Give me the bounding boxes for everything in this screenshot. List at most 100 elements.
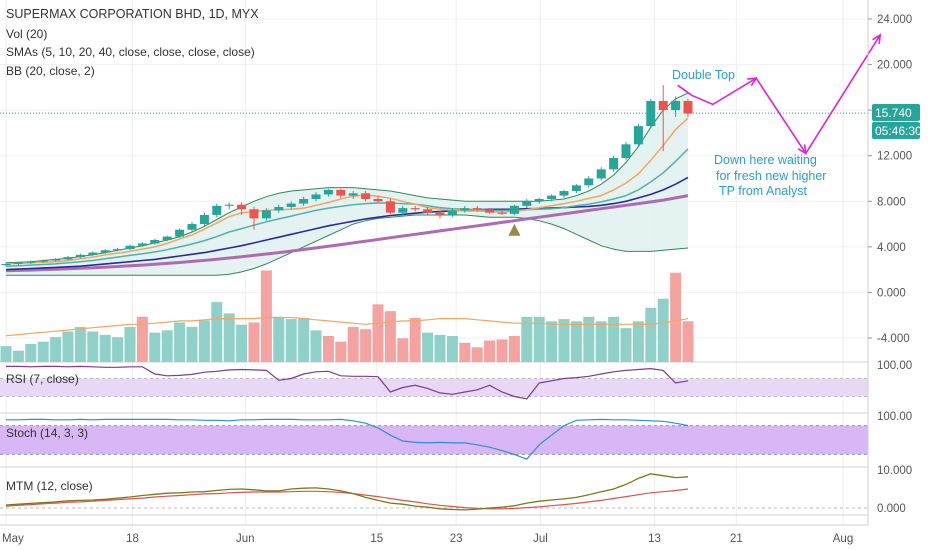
candle-body <box>323 189 333 195</box>
candle-body <box>237 204 247 210</box>
annotation-line-3: TP from Analyst <box>719 184 808 198</box>
volume-bar <box>657 298 669 362</box>
candle-body <box>509 205 519 214</box>
candle-body <box>51 259 61 261</box>
candle-body <box>100 250 110 253</box>
bb-legend: BB (20, close, 2) <box>6 64 95 78</box>
candle-body <box>596 169 606 179</box>
candle-body <box>113 249 123 251</box>
sma-line-sma10 <box>5 148 689 267</box>
volume-bar <box>211 302 223 362</box>
time-tick-label: 15 <box>370 533 383 545</box>
volume-bar <box>360 329 372 362</box>
volume-bar <box>0 346 12 362</box>
candle-body <box>646 101 656 127</box>
volume-bar <box>87 331 99 362</box>
volume-bar <box>620 328 632 362</box>
candle-body <box>311 194 321 200</box>
volume-bar <box>546 321 558 362</box>
sma-lines <box>5 117 689 273</box>
candle-body <box>63 257 73 260</box>
volume-bar <box>471 347 483 362</box>
volume-bar <box>484 340 496 362</box>
time-tick-label: 13 <box>648 533 661 545</box>
volume-bar <box>645 307 657 362</box>
candle-body <box>385 201 395 213</box>
candle-body <box>286 203 296 207</box>
double-top-label: Double Top <box>672 68 735 82</box>
candle-body <box>199 214 209 225</box>
candle-body <box>472 208 482 210</box>
sma-line-sma20 <box>5 176 689 271</box>
volume-bar <box>595 321 607 362</box>
candle-body <box>373 199 383 202</box>
candle-body <box>137 243 147 246</box>
annotation-line-1: Down here waiting <box>714 153 817 167</box>
time-tick-label: 21 <box>730 533 743 545</box>
mtm-tick-label: 0.000 <box>877 503 906 515</box>
volume-bar <box>248 322 260 362</box>
indicator-panels <box>0 365 868 511</box>
volume-bar <box>37 341 49 362</box>
volume-bar <box>298 317 310 362</box>
price-tick-label: 8.000 <box>877 196 906 208</box>
volume-bar <box>521 316 533 362</box>
sma-legend: SMAs (5, 10, 20, 40, close, close, close… <box>6 45 255 59</box>
mtm-line <box>5 473 689 511</box>
time-tick-label: May <box>2 533 24 545</box>
volume-bar <box>74 326 86 362</box>
candle-body <box>187 224 197 230</box>
volume-bar <box>273 316 285 362</box>
rsi-line <box>6 365 689 400</box>
volume-bar <box>397 338 409 362</box>
price-badge <box>872 104 920 121</box>
candle-body <box>609 157 619 170</box>
volume-bar <box>533 316 545 362</box>
candle-body <box>423 209 433 213</box>
volume-bar <box>558 319 570 362</box>
volume-bar <box>670 272 682 362</box>
volume-bar <box>198 320 210 362</box>
candle-body <box>162 236 172 241</box>
volume-bar <box>608 316 620 362</box>
candle-body <box>1 263 11 266</box>
chart-title: SUPERMAX CORPORATION BHD, 1D, MYX <box>6 7 259 21</box>
volume-bar <box>347 326 359 362</box>
volume-sma-line <box>5 316 689 337</box>
bb-lower-line <box>6 214 689 276</box>
candle-body <box>633 126 643 145</box>
volume-bar <box>174 322 186 362</box>
price-tick-label: 0.000 <box>877 287 906 299</box>
projection-hook <box>677 84 693 96</box>
sma-line-sma5 <box>5 117 689 265</box>
volume-bar <box>112 337 124 362</box>
volume-bar <box>446 336 458 362</box>
volume-bar <box>632 321 644 362</box>
volume-bar <box>459 342 471 362</box>
candle-body <box>224 204 234 206</box>
candle-body <box>150 240 160 244</box>
candle-body <box>274 206 284 211</box>
stoch-band <box>0 425 868 455</box>
candle-body <box>571 185 581 192</box>
volume-bar <box>12 350 24 362</box>
time-tick-label: 23 <box>450 533 463 545</box>
candle-body <box>671 101 681 111</box>
candle-body <box>559 191 569 196</box>
time-axis: May 18 Jun 15 23 Jul 13 21 Aug <box>0 524 868 545</box>
volume-bar <box>161 330 173 362</box>
candle-body <box>212 205 222 215</box>
projection-arrow <box>747 77 758 87</box>
candle-body <box>299 199 309 204</box>
projection-arrow <box>797 144 807 155</box>
price-tick-label: 20.000 <box>877 60 912 72</box>
candle-body <box>348 193 358 196</box>
candle-body <box>13 262 23 264</box>
volume-bar <box>682 321 694 362</box>
volume-bar <box>335 341 347 362</box>
volume-bar <box>583 316 595 362</box>
candlesticks <box>1 85 693 267</box>
candle-body <box>125 245 135 250</box>
volume-bar <box>310 330 322 362</box>
